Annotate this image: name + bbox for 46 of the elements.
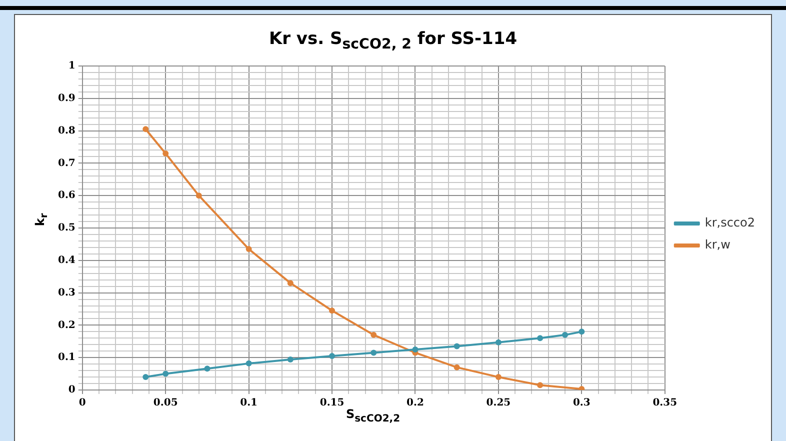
y-tick-label: 0.5 <box>58 222 76 234</box>
point <box>329 308 336 314</box>
point <box>162 150 169 156</box>
legend-label: kr,w <box>704 238 731 252</box>
y-tick-label: 1 <box>68 60 76 72</box>
point <box>204 366 210 372</box>
y-tick-label: 0.9 <box>58 92 76 104</box>
point <box>287 356 294 363</box>
point <box>578 328 585 335</box>
x-tick-label: 0 <box>78 398 86 409</box>
point <box>537 382 544 388</box>
point <box>246 246 252 252</box>
legend-label: kr,scco2 <box>704 216 756 230</box>
point <box>329 352 336 359</box>
x-tick-label: 0.2 <box>406 398 424 409</box>
chart-title: Kr vs. S$_{scCO2, 2}$ for SS-114 <box>268 29 518 52</box>
y-tick-label: 0.1 <box>58 352 76 364</box>
x-tick-label: 0.15 <box>320 398 344 409</box>
point <box>495 374 502 380</box>
y-tick-label: 0.2 <box>58 320 76 331</box>
y-tick-label: 0.6 <box>58 190 76 202</box>
point <box>562 332 568 338</box>
x-tick-label: 0.05 <box>153 398 178 409</box>
point <box>412 346 418 352</box>
point <box>370 332 377 338</box>
y-tick-label: 0 <box>68 384 76 396</box>
point <box>246 360 252 366</box>
point <box>142 126 149 132</box>
point <box>370 350 377 356</box>
point <box>454 364 460 370</box>
y-tick-label: 0.7 <box>58 158 76 169</box>
point <box>162 370 169 377</box>
y-tick-label: 0.4 <box>58 254 76 266</box>
x-tick-label: 0.35 <box>652 398 678 409</box>
point <box>454 343 460 350</box>
point <box>142 374 149 380</box>
x-tick-label: 0.1 <box>240 398 258 409</box>
x-axis-title: S$_{scCO2,2}$ <box>344 407 402 424</box>
point <box>495 339 502 346</box>
x-tick-label: 0.3 <box>572 398 590 409</box>
x-tick-label: 0.25 <box>486 398 511 409</box>
point <box>196 192 202 199</box>
y-tick-label: 0.8 <box>58 125 76 136</box>
y-tick-label: 0.3 <box>58 287 76 298</box>
point <box>287 280 294 286</box>
point <box>537 335 544 342</box>
